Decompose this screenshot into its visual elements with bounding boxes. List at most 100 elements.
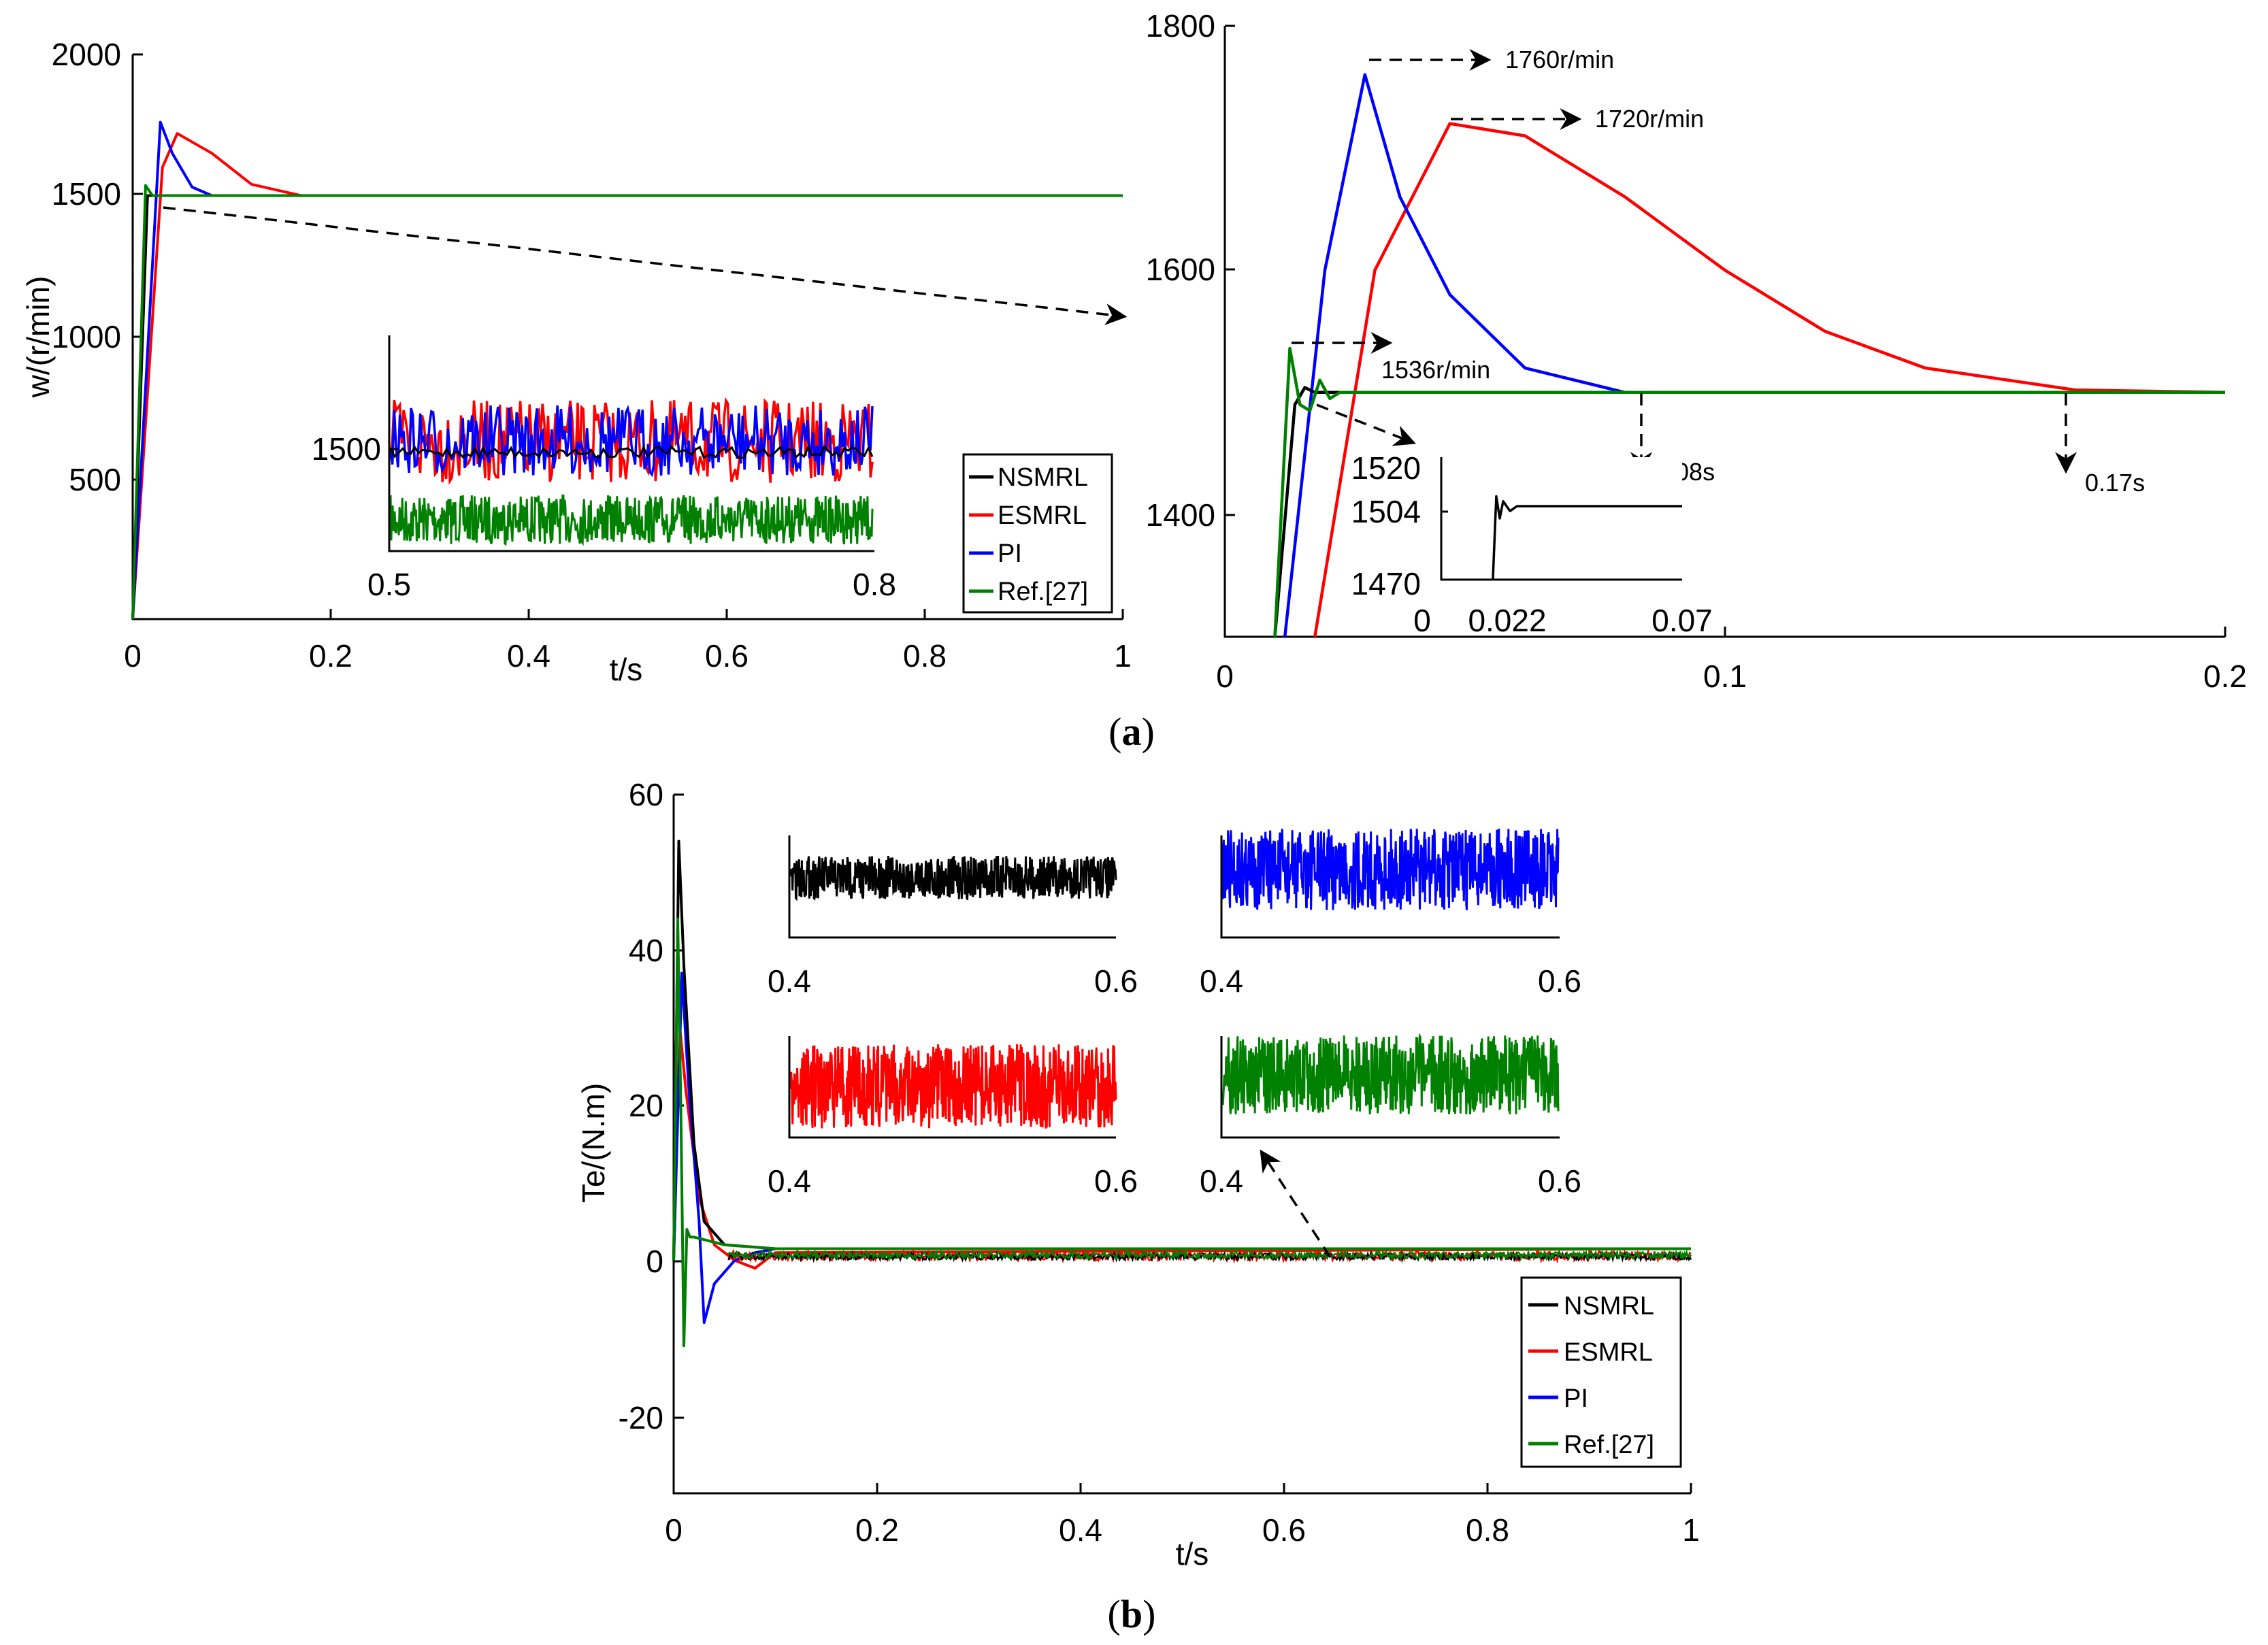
b-inset-esmrl-noise (789, 1044, 1117, 1129)
b-main-line-ref27 (672, 917, 1691, 1348)
b-inset-xtick-label: 0.6 (1538, 1163, 1581, 1199)
noise-b-esmrl-trace-esmrl (789, 1044, 1117, 1129)
caption-b-letter: b (1121, 1592, 1143, 1636)
a-ann-1536: 1536r/min (1381, 356, 1490, 384)
legend-a-label: PI (998, 539, 1022, 568)
b-inset-xtick-label: 0.4 (1200, 963, 1243, 999)
a-zoom-inset-ytick-label: 1504 (1351, 494, 1421, 529)
caption-a: (a) (1108, 710, 1155, 754)
legend-b-label: ESMRL (1564, 1338, 1653, 1367)
b-inset-xtick-label: 0.6 (1538, 963, 1581, 999)
a-zoom-line-esmrl (1313, 122, 2225, 637)
a-inset-ytick-label: 1500 (312, 431, 381, 467)
legend-b-label: PI (1564, 1384, 1588, 1413)
b-main-series (672, 840, 1692, 1348)
a-main-ytick-label: 500 (69, 462, 121, 497)
a-zoom-inset-xtick-label: 0.07 (1651, 603, 1713, 638)
a-zoom-xtick-label: 0.2 (2203, 659, 2247, 694)
noise-b-ref27-trace-ref27 (1221, 1032, 1560, 1114)
b-inset-pi-axes (1220, 835, 1560, 939)
b-main-ytick-label: 60 (629, 777, 663, 812)
b-inset-ref27-noise (1221, 1032, 1560, 1114)
a-zoom-xtick-label: 0 (1216, 659, 1234, 694)
legend-b-box (1520, 1276, 1682, 1468)
a-inset-noise (389, 397, 874, 546)
a-zoom-line-ref27 (1273, 346, 2225, 637)
a-main-xtick-label: 0.4 (507, 638, 550, 674)
a-zoom-ytick-label: 1600 (1146, 252, 1215, 287)
a-zoom-inset-ytick-label: 1470 (1351, 566, 1421, 601)
a-ann-1720: 1720r/min (1595, 105, 1704, 133)
legend-a-box (962, 453, 1113, 614)
a-zoom-inset-series (1492, 495, 1682, 580)
b-inset-xtick-label: 0.4 (768, 1163, 811, 1199)
legend-b-label: NSMRL (1564, 1292, 1654, 1320)
a-zoom-inset-line-nsmrl (1492, 495, 1682, 580)
legend-a: NSMRL ESMRL PI Ref.[27] (962, 453, 1113, 614)
a-zoom-ytick-label: 1800 (1146, 8, 1215, 44)
b-inset-esmrl: 0.4 0.6 (768, 1036, 1138, 1199)
b-inset-nsmrl-axes (788, 835, 1116, 939)
b-main-xlabel: t/s (1176, 1536, 1209, 1572)
b-main-line-pi (672, 971, 1691, 1324)
a-zoom-plot-clip (1273, 73, 2225, 637)
b-inset-pi-noise (1221, 828, 1560, 911)
a-zoom-inset-arrow (1316, 403, 1416, 446)
b-zoom-arrow (1260, 1149, 1332, 1258)
b-inset-ref27: 0.4 0.6 (1200, 1032, 1581, 1199)
b-main-xtick-label: 1 (1682, 1512, 1700, 1548)
b-main-axes (672, 795, 1691, 1495)
noise-a-inset-trace-nsmrl (389, 444, 874, 461)
b-inset-esmrl-axes (788, 1036, 1116, 1139)
b-main-xtick-label: 0.6 (1262, 1512, 1306, 1548)
a-main-xtick-label: 0 (124, 638, 142, 674)
a-zoom-xtick-label: 0.1 (1703, 659, 1747, 694)
b-main-xtick-label: 0.4 (1059, 1512, 1102, 1548)
a-main-line-ref27 (131, 184, 1123, 620)
a-main-ylabel: w/(r/min) (20, 276, 56, 399)
a-inset-xtick-label: 0.5 (367, 567, 411, 602)
legend-b-label: Ref.[27] (1564, 1431, 1654, 1459)
b-inset-xtick-label: 0.4 (768, 963, 811, 999)
b-main-line-esmrl (672, 1026, 1692, 1270)
a-main-xlabel: t/s (610, 652, 643, 687)
b-main-ytick-label: 40 (629, 933, 663, 968)
b-inset-xtick-label: 0.6 (1094, 963, 1138, 999)
noise-b-pi-trace-pi (1221, 828, 1560, 911)
b-main-xtick-label: 0.8 (1466, 1512, 1509, 1548)
b-inset-ref27-axes (1220, 1036, 1560, 1139)
b-inset-nsmrl: 0.4 0.6 (768, 835, 1138, 999)
legend-b: NSMRL ESMRL PI Ref.[27] (1520, 1276, 1682, 1468)
a-zoom-axes (1223, 26, 2225, 638)
a-zoom-inset-xtick-label: 0 (1413, 603, 1431, 638)
panel-a-main: 500 1000 1500 2000 0 0.2 0.4 0.6 0.8 1 t… (20, 37, 1132, 687)
a-main-ytick-label: 2000 (52, 37, 121, 72)
b-main-xtick-label: 0 (665, 1512, 683, 1548)
a-zoom-line-pi (1283, 73, 2225, 637)
a-main-xtick-label: 0.8 (903, 638, 947, 674)
a-zoom-series (1273, 73, 2225, 637)
a-main-ticks (133, 53, 1124, 619)
a-main-xtick-label: 1 (1114, 638, 1132, 674)
a-main-series (131, 120, 1123, 620)
b-main-ytick-label: 20 (629, 1088, 663, 1123)
a-zoom-inset-xtick-label: 0.022 (1468, 603, 1546, 638)
legend-a-label: NSMRL (998, 463, 1088, 492)
a-main-ytick-label: 1500 (52, 176, 121, 212)
a-ann-0.17: 0.17s (2085, 469, 2145, 497)
plot-b-main-trace-ref27 (727, 1248, 1692, 1262)
a-main-xtick-label: 0.6 (705, 638, 749, 674)
b-inset-nsmrl-noise (789, 855, 1117, 901)
a-zoom-ytick-label: 1400 (1146, 497, 1215, 533)
panel-b-main: -20 0 20 40 60 0 0.2 0.4 0.6 0.8 1 t/s T… (576, 777, 1700, 1572)
panel-a-zoom: 1400 1600 1800 0 0.1 0.2 1760r/min 1720r… (1146, 8, 2247, 694)
a-inset-steady: 1500 0.5 0.8 (312, 335, 896, 602)
b-inset-pi: 0.4 0.6 (1200, 828, 1581, 999)
b-main-xtick-label: 0.2 (855, 1512, 899, 1548)
a-zoom-inset-background (1441, 457, 1682, 580)
noise-a-inset-trace-ref27 (389, 494, 874, 546)
a-main-ytick-label: 1000 (52, 319, 121, 354)
legend-a-label: Ref.[27] (998, 578, 1088, 606)
caption-a-letter: a (1122, 710, 1142, 754)
